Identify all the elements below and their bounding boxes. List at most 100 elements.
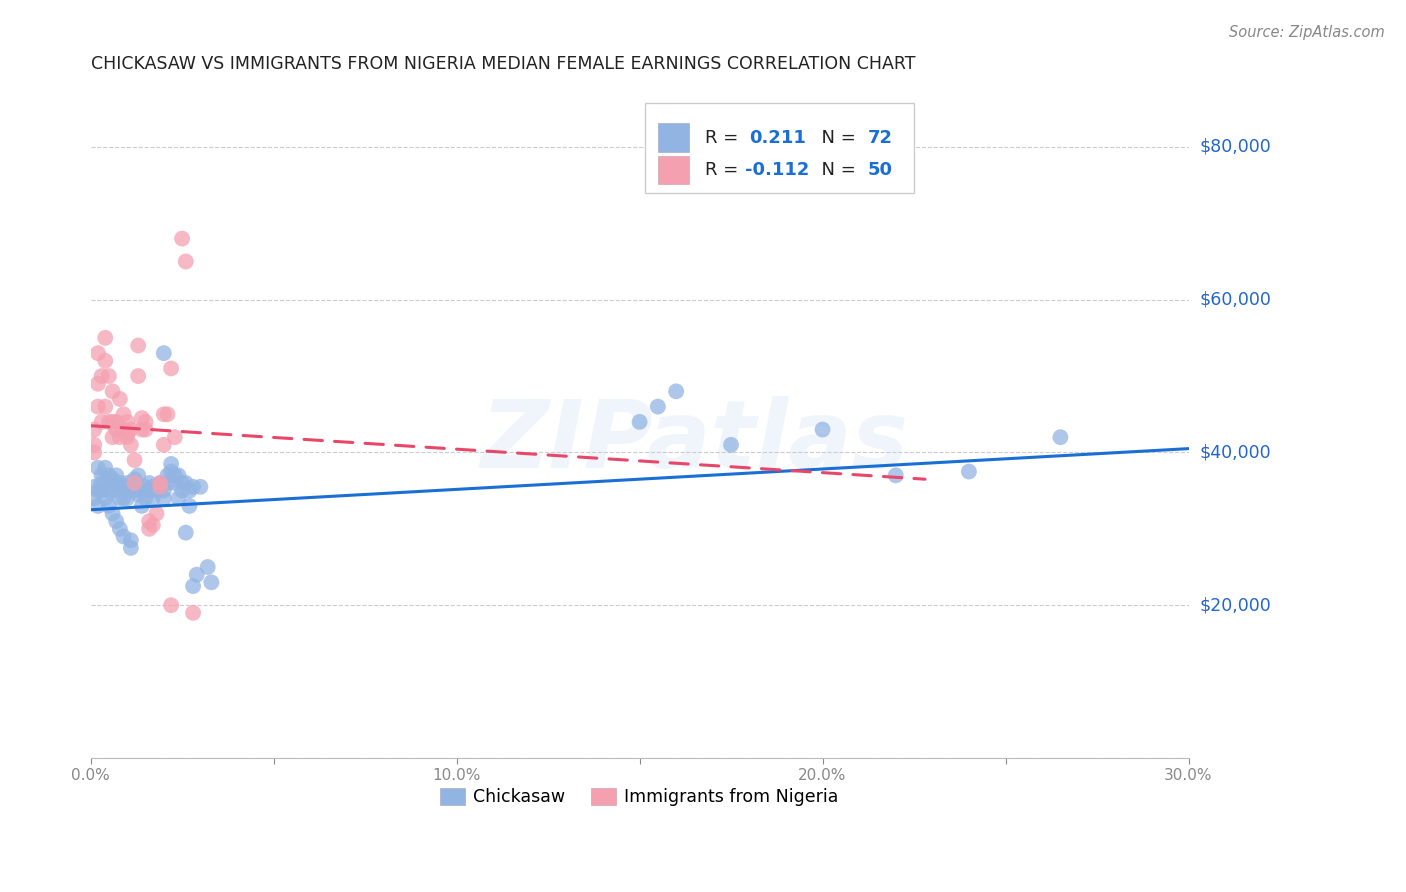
Point: [108, 430, 131, 444]
Text: 0.211: 0.211: [749, 128, 806, 146]
Point: [811, 423, 834, 437]
Point: [115, 475, 138, 490]
Point: [172, 475, 194, 490]
Point: [957, 465, 980, 479]
Point: [142, 518, 165, 533]
Point: [115, 415, 138, 429]
Point: [149, 475, 172, 490]
Point: [87, 499, 110, 513]
Point: [160, 457, 183, 471]
Point: [138, 475, 160, 490]
Point: [145, 483, 167, 498]
Point: [97, 369, 120, 384]
Text: CHICKASAW VS IMMIGRANTS FROM NIGERIA MEDIAN FEMALE EARNINGS CORRELATION CHART: CHICKASAW VS IMMIGRANTS FROM NIGERIA MED…: [90, 55, 915, 73]
Point: [94, 475, 117, 490]
Point: [120, 533, 142, 548]
Point: [124, 475, 146, 490]
Point: [174, 475, 197, 490]
Point: [108, 392, 131, 406]
Point: [156, 475, 179, 490]
Point: [160, 598, 183, 612]
Point: [884, 468, 907, 483]
Point: [90, 483, 112, 498]
Point: [172, 231, 194, 245]
Text: ZIPatlas: ZIPatlas: [481, 396, 908, 488]
Point: [134, 415, 156, 429]
Point: [94, 491, 117, 506]
Point: [179, 483, 201, 498]
Point: [153, 483, 176, 498]
Point: [94, 331, 117, 345]
Point: [647, 400, 669, 414]
Point: [134, 491, 156, 506]
Point: [87, 376, 110, 391]
Point: [190, 480, 212, 494]
Point: [138, 522, 160, 536]
Point: [83, 491, 105, 506]
Point: [101, 384, 124, 399]
Point: [163, 475, 186, 490]
Point: [142, 480, 165, 494]
Point: [120, 541, 142, 555]
Bar: [658, 156, 689, 184]
Point: [628, 415, 651, 429]
Text: Source: ZipAtlas.com: Source: ZipAtlas.com: [1229, 25, 1385, 40]
Text: 72: 72: [868, 128, 893, 146]
Point: [149, 480, 172, 494]
Point: [108, 491, 131, 506]
Point: [131, 423, 153, 437]
FancyBboxPatch shape: [645, 103, 914, 194]
Point: [90, 415, 112, 429]
Point: [105, 480, 128, 494]
Point: [160, 465, 183, 479]
Bar: [658, 123, 689, 152]
Point: [149, 480, 172, 494]
Point: [134, 423, 156, 437]
Point: [101, 430, 124, 444]
Point: [127, 468, 149, 483]
Point: [127, 487, 149, 501]
Point: [120, 438, 142, 452]
Point: [174, 525, 197, 540]
Point: [124, 453, 146, 467]
Text: R =: R =: [706, 161, 744, 178]
Point: [153, 407, 176, 421]
Point: [127, 369, 149, 384]
Point: [101, 472, 124, 486]
Point: [163, 430, 186, 444]
Point: [120, 480, 142, 494]
Point: [83, 445, 105, 459]
Point: [131, 483, 153, 498]
Point: [153, 491, 176, 506]
Point: [94, 460, 117, 475]
Point: [90, 468, 112, 483]
Point: [112, 423, 135, 437]
Point: [105, 468, 128, 483]
Point: [138, 483, 160, 498]
Point: [115, 491, 138, 506]
Point: [90, 475, 112, 490]
Point: [145, 507, 167, 521]
Point: [181, 579, 204, 593]
Point: [200, 575, 222, 590]
Text: 50: 50: [868, 161, 893, 178]
Point: [131, 411, 153, 425]
Point: [97, 499, 120, 513]
Point: [163, 468, 186, 483]
Point: [186, 567, 208, 582]
Point: [97, 483, 120, 498]
Point: [149, 475, 172, 490]
Point: [112, 407, 135, 421]
Point: [153, 438, 176, 452]
Point: [83, 438, 105, 452]
Text: $60,000: $60,000: [1199, 291, 1271, 309]
Point: [105, 423, 128, 437]
Point: [101, 415, 124, 429]
Text: R =: R =: [706, 128, 744, 146]
Point: [97, 468, 120, 483]
Point: [94, 400, 117, 414]
Point: [83, 423, 105, 437]
Point: [127, 338, 149, 352]
Point: [181, 480, 204, 494]
Point: [720, 438, 742, 452]
